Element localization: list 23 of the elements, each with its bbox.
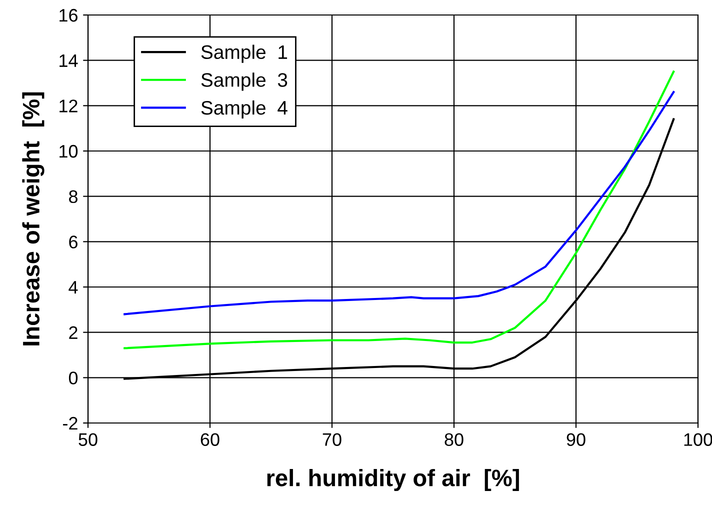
y-tick-label: 6 [69,236,78,248]
y-tick-label: 10 [60,144,78,158]
line-series [124,91,675,316]
legend-label: Sample 4 [201,100,288,119]
y-tick-label: -2 [63,416,78,430]
x-tick-label: 100 [684,433,712,446]
y-tick-label: 2 [69,326,78,339]
line-series [124,70,675,350]
y-tick-label: 8 [69,190,78,204]
x-tick-label: 50 [78,433,98,446]
y-tick-label: 16 [60,8,78,22]
legend-label: Sample 1 [201,44,288,63]
y-tick-label: 0 [68,372,78,384]
y-axis-title: Increase of weight [%] [22,92,44,346]
y-tick-label: 4 [68,281,78,294]
x-tick-label: 90 [566,433,586,446]
x-tick-label: 80 [444,433,464,446]
x-tick-label: 60 [200,433,220,446]
y-tick-label: 12 [60,100,78,112]
x-axis-title: rel. humidity of air [%] [267,469,519,492]
legend-label: Sample 3 [201,72,288,91]
x-tick-label: 70 [322,433,342,446]
y-tick-label: 14 [60,54,78,67]
